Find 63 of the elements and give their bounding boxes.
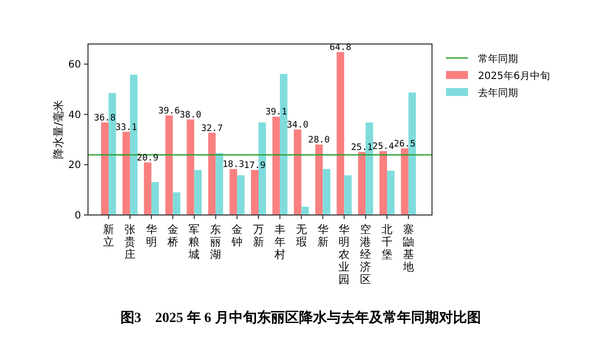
data-label: 34.0 <box>286 120 308 130</box>
x-tick-label: 万新 <box>253 223 264 248</box>
bar <box>230 168 238 215</box>
bar <box>251 170 258 215</box>
data-label: 64.8 <box>330 43 352 54</box>
bar <box>400 148 408 215</box>
bar <box>380 151 388 215</box>
legend-label: 2025年6月中旬 <box>478 70 550 82</box>
bar <box>272 116 280 215</box>
x-tick-label: 张贵庄 <box>124 223 136 261</box>
x-tick-label: 金钟 <box>230 223 243 248</box>
y-tick-label: 0 <box>74 210 81 222</box>
bar <box>237 175 245 215</box>
bar <box>322 168 330 215</box>
y-tick-label: 40 <box>68 110 81 121</box>
x-tick-label: 东丽湖 <box>210 223 222 261</box>
data-label: 17.9 <box>244 160 266 171</box>
x-tick-label: 寨鼬基地 <box>402 223 414 274</box>
y-axis-title: 降水量/毫米 <box>52 100 65 159</box>
bar <box>358 152 366 215</box>
data-label: 32.7 <box>201 124 223 134</box>
bar <box>194 170 202 215</box>
x-tick-label: 华明 <box>146 223 157 248</box>
x-tick-label: 军粮城 <box>188 223 200 261</box>
data-label: 25.4 <box>372 142 394 152</box>
data-label: 25.1 <box>351 142 373 153</box>
bar <box>344 175 352 215</box>
x-tick-label: 空港经济区 <box>360 223 372 286</box>
bar <box>301 206 309 215</box>
data-label: 20.9 <box>136 153 158 164</box>
x-tick-label: 金桥 <box>166 223 178 248</box>
bar <box>208 132 216 215</box>
data-label: 38.0 <box>180 110 202 120</box>
x-tick-label: 无瑕 <box>296 223 307 248</box>
data-label: 39.1 <box>265 108 288 118</box>
bar <box>336 52 344 215</box>
x-tick-label: 丰年村 <box>273 223 286 261</box>
x-tick-label: 北千堡 <box>382 223 393 261</box>
bar <box>186 119 194 215</box>
x-tick-label: 华明农业园 <box>338 223 350 286</box>
bar <box>387 170 395 215</box>
bar <box>165 115 173 215</box>
data-label: 36.8 <box>94 113 116 124</box>
x-tick-label: 新立 <box>103 223 114 248</box>
bar <box>315 144 323 215</box>
data-label: 33.1 <box>115 122 138 133</box>
bar <box>172 192 180 215</box>
bar <box>144 162 152 215</box>
bar <box>151 182 159 215</box>
x-tick-label: 华新 <box>317 223 328 248</box>
bar <box>101 122 109 215</box>
data-label: 18.3 <box>222 160 244 170</box>
legend-label: 常年同期 <box>478 53 518 65</box>
legend-label: 去年同期 <box>478 87 518 99</box>
y-tick-label: 60 <box>68 60 81 71</box>
bar <box>216 153 224 215</box>
bar <box>122 132 130 215</box>
data-label: 26.5 <box>394 139 416 150</box>
bar <box>294 130 302 215</box>
data-label: 28.0 <box>308 136 330 146</box>
data-label: 39.6 <box>158 106 180 116</box>
y-tick-label: 20 <box>68 160 81 172</box>
text: 图3 2025 年 6 月中旬东丽区降水与去年及常年同期对比图 <box>120 309 481 326</box>
